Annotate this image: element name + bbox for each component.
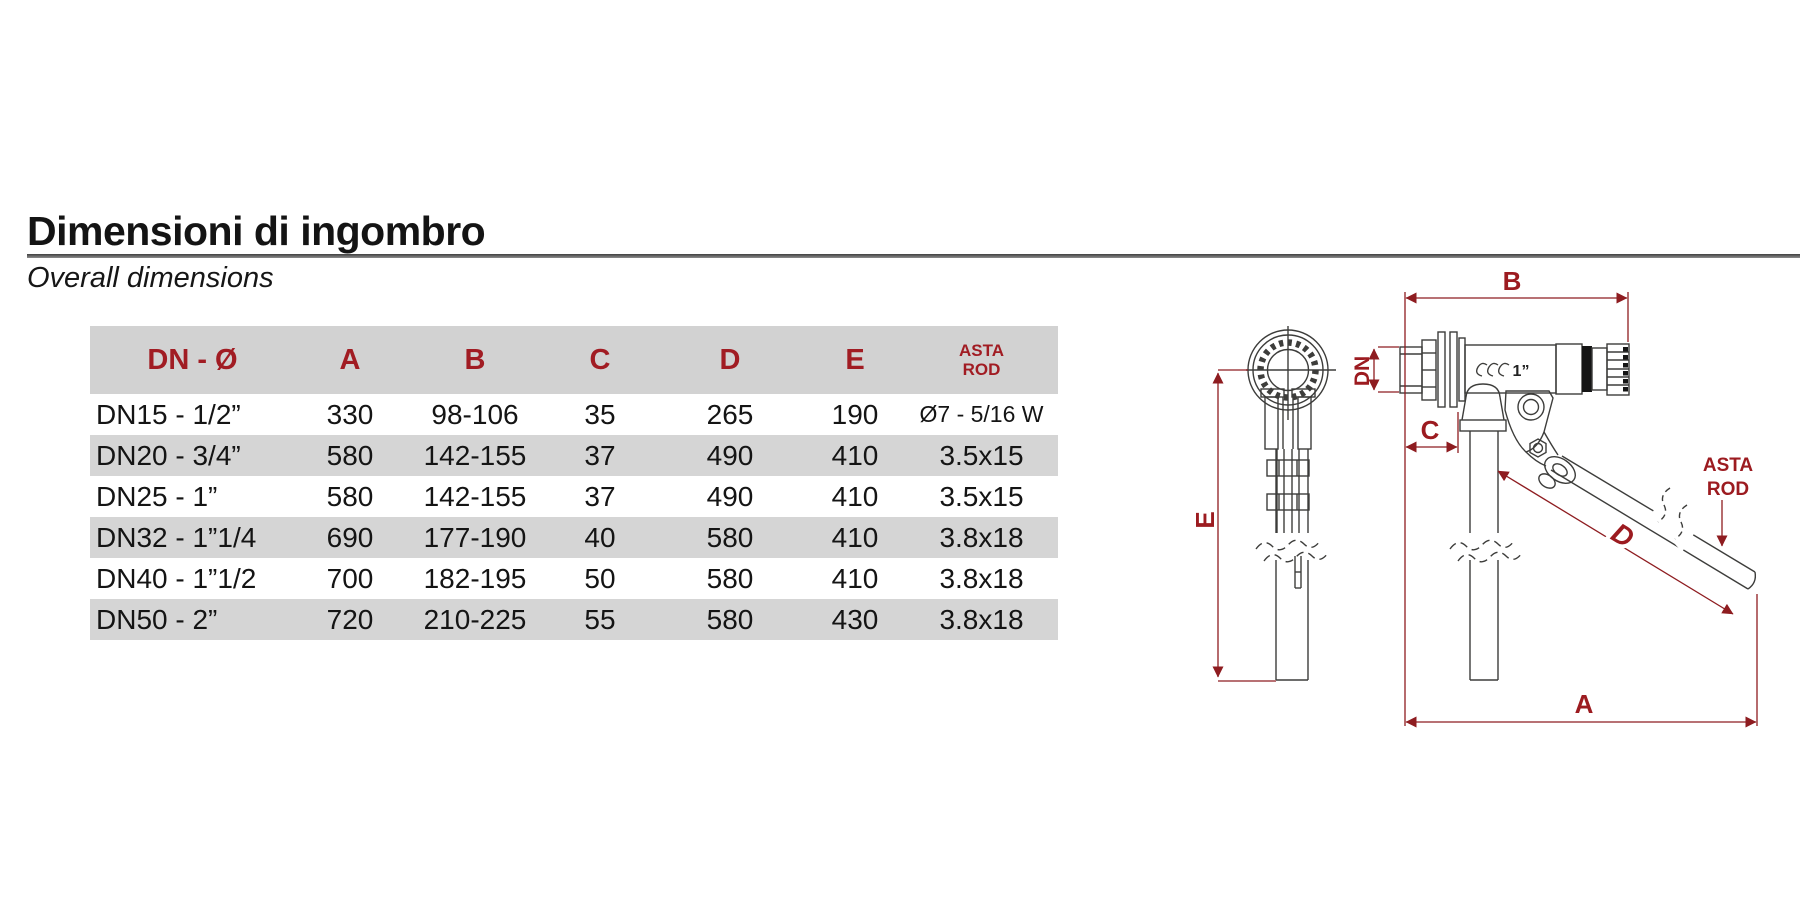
cell-a: 720 — [326, 603, 374, 635]
cell-c: 37 — [584, 439, 616, 471]
dimension-dn-label: DN — [1351, 356, 1374, 386]
col-header-asta-line1: ASTA — [958, 341, 1004, 360]
table-header-row: DN - Ø A B C D E ASTA ROD — [90, 326, 1058, 394]
cell-b: 98-106 — [431, 398, 519, 430]
page-title: Dimensioni di ingombro — [27, 208, 486, 254]
dimensions-table: DN - Ø A B C D E ASTA ROD DN15 - 1/2” 33… — [90, 326, 1058, 640]
thread-mark — [1497, 362, 1510, 377]
cell-c: 55 — [584, 603, 616, 635]
cell-c: 40 — [584, 521, 616, 553]
page-subtitle: Overall dimensions — [27, 262, 274, 294]
table-row: DN20 - 3/4” 580 142-155 37 490 410 3.5x1… — [90, 435, 1058, 476]
col-header-b: B — [464, 343, 486, 376]
col-header-asta-rod: ASTA ROD — [905, 341, 1058, 379]
cell-e: 430 — [831, 603, 879, 635]
table-row: DN40 - 1”1/2 700 182-195 50 580 410 3.8x… — [90, 558, 1058, 599]
cell-asta: 3.8x18 — [939, 603, 1024, 635]
cell-e: 190 — [831, 398, 879, 430]
cell-asta: 3.8x18 — [939, 562, 1024, 594]
cell-b: 142-155 — [423, 480, 527, 512]
technical-drawing: E B DN C D A ASTA ROD 1” — [1190, 266, 1758, 728]
front-view-drawing — [1246, 326, 1336, 681]
cell-e: 410 — [831, 480, 879, 512]
table-row: DN50 - 2” 720 210-225 55 580 430 3.8x18 — [90, 599, 1058, 640]
cell-c: 37 — [584, 480, 616, 512]
inlet-size-label: 1” — [1513, 363, 1530, 380]
asta-label: ASTA — [1703, 455, 1754, 476]
col-header-dn: DN - Ø — [147, 343, 238, 376]
cell-e: 410 — [831, 562, 879, 594]
cell-d: 580 — [706, 562, 754, 594]
cell-dn: DN32 - 1”1/4 — [96, 521, 257, 553]
cell-dn: DN20 - 3/4” — [96, 439, 241, 471]
cell-d: 265 — [706, 398, 754, 430]
cell-b: 182-195 — [423, 562, 527, 594]
dimension-c-label: C — [1421, 415, 1440, 445]
dimension-b-label: B — [1503, 266, 1522, 296]
cell-asta: Ø7 - 5/16 W — [919, 401, 1044, 427]
cell-c: 50 — [584, 562, 616, 594]
thread-mark — [1486, 362, 1499, 377]
cell-d: 490 — [706, 439, 754, 471]
col-header-e: E — [845, 343, 865, 376]
cell-dn: DN40 - 1”1/2 — [96, 562, 257, 594]
col-header-a: A — [339, 343, 361, 376]
col-header-asta-line2: ROD — [962, 360, 1001, 379]
cell-b: 210-225 — [423, 603, 527, 635]
col-header-c: C — [589, 343, 611, 376]
cell-dn: DN50 - 2” — [96, 603, 218, 635]
cell-dn: DN15 - 1/2” — [96, 398, 241, 430]
cell-asta: 3.5x15 — [939, 439, 1024, 471]
dimension-d-line — [1497, 470, 1734, 615]
cell-b: 142-155 — [423, 439, 527, 471]
cell-a: 690 — [326, 521, 374, 553]
cell-d: 580 — [706, 521, 754, 553]
cell-asta: 3.8x18 — [939, 521, 1024, 553]
dimension-e-label: E — [1190, 511, 1220, 528]
knurl-ticks — [1623, 347, 1628, 392]
cell-b: 177-190 — [423, 521, 527, 553]
table-row: DN15 - 1/2” 330 98-106 35 265 190 Ø7 - 5… — [90, 394, 1058, 435]
thread-mark — [1475, 362, 1488, 377]
cell-dn: DN25 - 1” — [96, 480, 218, 512]
cell-a: 700 — [326, 562, 374, 594]
table-row: DN32 - 1”1/4 690 177-190 40 580 410 3.8x… — [90, 517, 1058, 558]
col-header-d: D — [719, 343, 741, 376]
seal-band — [1582, 346, 1592, 392]
cell-a: 580 — [326, 480, 374, 512]
cell-d: 490 — [706, 480, 754, 512]
cell-e: 410 — [831, 439, 879, 471]
cell-e: 410 — [831, 521, 879, 553]
cell-a: 580 — [326, 439, 374, 471]
rod-label: ROD — [1707, 479, 1749, 500]
cell-c: 35 — [584, 398, 616, 430]
dimension-lines — [1212, 292, 1758, 728]
cell-a: 330 — [326, 398, 374, 430]
dimension-d-label: D — [1606, 517, 1639, 554]
side-view-drawing — [1399, 331, 1757, 681]
dimension-a-label: A — [1575, 689, 1594, 719]
cell-asta: 3.5x15 — [939, 480, 1024, 512]
title-underline — [27, 254, 1800, 258]
cell-d: 580 — [706, 603, 754, 635]
table-row: DN25 - 1” 580 142-155 37 490 410 3.5x15 — [90, 476, 1058, 517]
